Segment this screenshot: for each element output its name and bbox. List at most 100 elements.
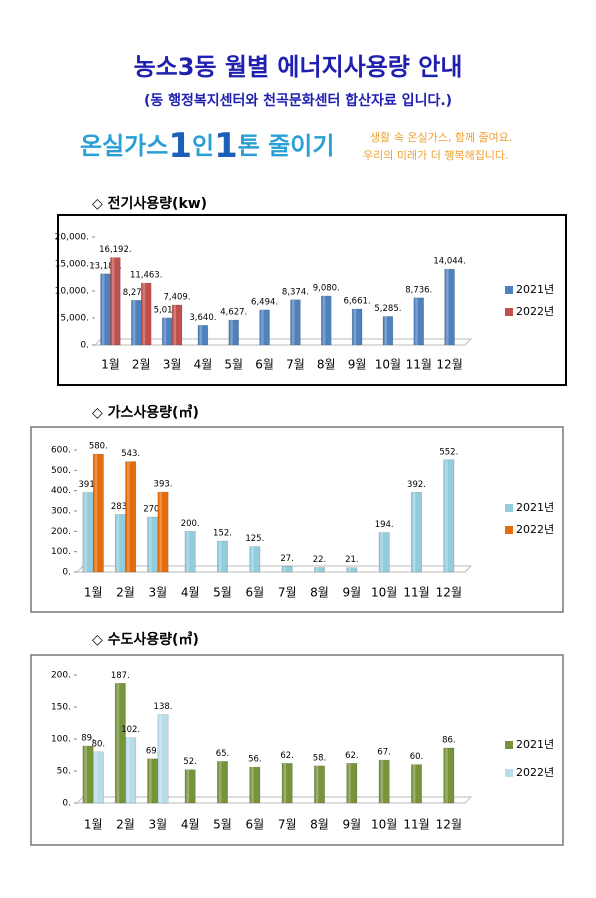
value-label: 58. <box>313 753 327 763</box>
bar-highlight <box>291 299 295 345</box>
bar-highlight <box>111 257 115 345</box>
bar <box>314 567 325 573</box>
value-label: 89. <box>81 734 95 744</box>
slogan-part: 인 <box>192 132 214 160</box>
x-tick-label: 9월 <box>348 358 367 372</box>
value-label: 3,640. <box>189 313 216 323</box>
y-tick-label: 0. <box>80 341 89 351</box>
floor <box>75 796 473 804</box>
value-label: 65. <box>216 749 230 759</box>
value-label: 194. <box>375 520 394 530</box>
bar-highlight <box>348 567 351 572</box>
value-label: 27. <box>280 554 294 564</box>
y-tick-label: 600. <box>51 446 71 456</box>
y-tick-label: 400. <box>51 486 71 496</box>
x-tick-label: 4월 <box>181 818 200 832</box>
y-tick-label: 200. <box>51 527 71 537</box>
y-tick-label: 5,000. <box>60 314 89 324</box>
bar-highlight <box>149 758 152 803</box>
value-label: 6,494. <box>251 297 278 307</box>
bar <box>92 751 104 804</box>
value-label: 270. <box>143 505 162 515</box>
x-tick-label: 11월 <box>406 358 432 372</box>
y-tick-label: 50. <box>57 767 71 777</box>
x-tick-label: 8월 <box>317 358 336 372</box>
bar <box>281 566 293 573</box>
chart-title: ◇ 수도사용량(㎥) <box>92 631 199 648</box>
page-title: 농소3동 월별 에너지사용량 안내 <box>134 53 463 81</box>
y-tick-label: 100. <box>51 735 71 745</box>
legend-swatch <box>505 741 513 749</box>
tagline: 우리의 미래가 더 행복해집니다. <box>363 148 509 162</box>
x-tick-label: 9월 <box>342 818 361 832</box>
value-label: 22. <box>313 555 327 565</box>
bar-highlight <box>380 760 384 803</box>
x-tick-label: 5월 <box>213 818 232 832</box>
bar <box>321 295 332 346</box>
bar-highlight <box>127 737 130 803</box>
value-label: 152. <box>213 529 232 539</box>
value-label: 56. <box>248 755 262 765</box>
slogan-part: 톤 줄이기 <box>238 132 335 160</box>
legend-swatch <box>505 308 513 316</box>
chart-title: ◇ 가스사용량(㎥) <box>92 404 199 421</box>
value-label: 8,279. <box>123 288 150 298</box>
x-tick-label: 6월 <box>245 818 264 832</box>
y-tick-label: 0. <box>62 799 71 809</box>
bar <box>281 763 293 804</box>
bar-highlight <box>132 300 136 345</box>
value-label: 187. <box>111 671 130 681</box>
value-label: 6,661. <box>344 297 371 307</box>
legend-swatch <box>505 769 513 777</box>
floor <box>93 338 473 346</box>
bar <box>141 282 152 346</box>
value-label: 67. <box>377 748 391 758</box>
bar <box>217 761 228 804</box>
bar-highlight <box>283 566 287 572</box>
bar-highlight <box>218 761 222 803</box>
page-subtitle: (동 행정복지센터와 천곡문화센터 합산자료 입니다.) <box>144 92 452 109</box>
value-label: 62. <box>345 751 359 761</box>
bar <box>92 453 104 573</box>
value-label: 392. <box>407 480 426 490</box>
x-tick-label: 3월 <box>163 358 182 372</box>
value-label: 4,627. <box>220 308 247 318</box>
chart-frame <box>30 654 564 846</box>
value-label: 11,463. <box>130 271 162 281</box>
bar <box>443 459 455 573</box>
y-tick-label: 100. <box>51 547 71 557</box>
bar-highlight <box>159 492 162 572</box>
legend-label: 2021년 <box>516 501 554 514</box>
x-tick-label: 5월 <box>213 586 232 600</box>
x-tick-label: 2월 <box>132 358 151 372</box>
value-label: 7,409. <box>163 292 190 302</box>
bar <box>444 268 455 346</box>
value-label: 60. <box>410 752 424 762</box>
x-tick-label: 12월 <box>436 586 462 600</box>
x-tick-label: 1월 <box>84 818 103 832</box>
x-tick-label: 10월 <box>371 818 397 832</box>
value-label: 8,736. <box>405 285 432 295</box>
legend-label: 2021년 <box>516 283 554 296</box>
value-label: 5,285. <box>374 304 401 314</box>
value-label: 69. <box>146 746 160 756</box>
y-tick-label: 300. <box>51 507 71 517</box>
x-tick-label: 2월 <box>116 818 135 832</box>
bar-highlight <box>251 546 254 572</box>
bar <box>249 766 261 804</box>
bar-highlight <box>445 747 448 803</box>
bar <box>443 747 455 804</box>
slogan-part: 온실가스 <box>80 132 168 160</box>
bar <box>125 737 137 804</box>
legend-swatch <box>505 526 513 534</box>
bar-highlight <box>116 683 120 803</box>
value-label: 9,080. <box>313 283 340 293</box>
bar-highlight <box>94 454 98 572</box>
bar-highlight <box>186 769 190 803</box>
y-tick-label: 150. <box>51 703 71 713</box>
bar-highlight <box>348 763 351 803</box>
bar <box>290 299 301 346</box>
bar <box>346 567 358 573</box>
